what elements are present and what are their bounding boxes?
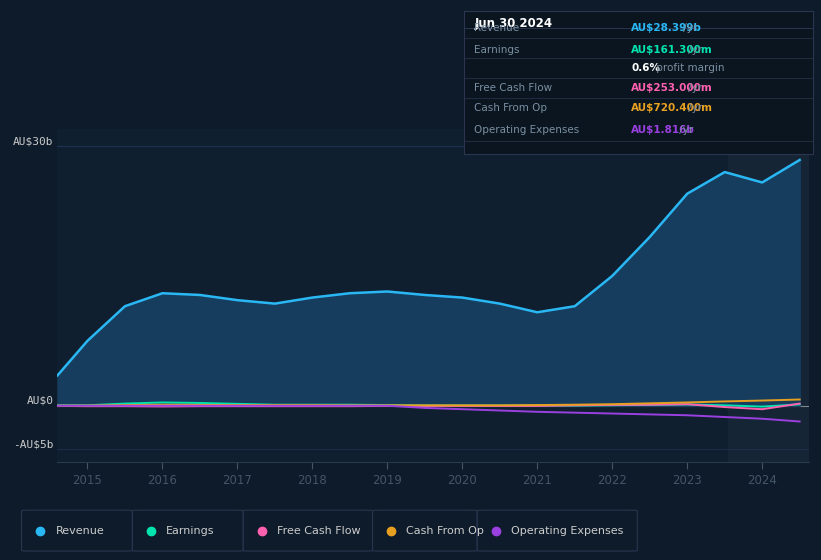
Text: /yr: /yr bbox=[685, 83, 702, 94]
Text: Revenue: Revenue bbox=[56, 526, 104, 535]
Bar bbox=[728, 129, 809, 462]
Text: AU$720.400m: AU$720.400m bbox=[631, 103, 713, 113]
Text: /yr: /yr bbox=[685, 103, 702, 113]
FancyBboxPatch shape bbox=[477, 510, 637, 551]
Text: AU$30b: AU$30b bbox=[13, 136, 53, 146]
Text: Earnings: Earnings bbox=[475, 45, 520, 55]
Text: AU$253.000m: AU$253.000m bbox=[631, 83, 713, 94]
Text: AU$28.399b: AU$28.399b bbox=[631, 24, 702, 34]
FancyBboxPatch shape bbox=[373, 510, 477, 551]
Text: Cash From Op: Cash From Op bbox=[406, 526, 484, 535]
Text: /yr: /yr bbox=[685, 45, 702, 55]
FancyBboxPatch shape bbox=[243, 510, 373, 551]
Text: AU$161.300m: AU$161.300m bbox=[631, 45, 713, 55]
Text: /yr: /yr bbox=[676, 125, 693, 135]
Text: Jun 30 2024: Jun 30 2024 bbox=[475, 17, 553, 30]
Text: AU$1.816b: AU$1.816b bbox=[631, 125, 695, 135]
FancyBboxPatch shape bbox=[21, 510, 132, 551]
Text: /yr: /yr bbox=[680, 24, 698, 34]
Text: Free Cash Flow: Free Cash Flow bbox=[475, 83, 553, 94]
Text: Cash From Op: Cash From Op bbox=[475, 103, 548, 113]
Text: 0.6%: 0.6% bbox=[631, 63, 660, 73]
FancyBboxPatch shape bbox=[132, 510, 243, 551]
Text: profit margin: profit margin bbox=[653, 63, 724, 73]
Text: AU$0: AU$0 bbox=[27, 396, 53, 406]
Text: Free Cash Flow: Free Cash Flow bbox=[277, 526, 360, 535]
Text: Operating Expenses: Operating Expenses bbox=[475, 125, 580, 135]
Text: Operating Expenses: Operating Expenses bbox=[511, 526, 623, 535]
Text: Earnings: Earnings bbox=[166, 526, 215, 535]
Text: -AU$5b: -AU$5b bbox=[13, 439, 53, 449]
Text: Revenue: Revenue bbox=[475, 24, 520, 34]
